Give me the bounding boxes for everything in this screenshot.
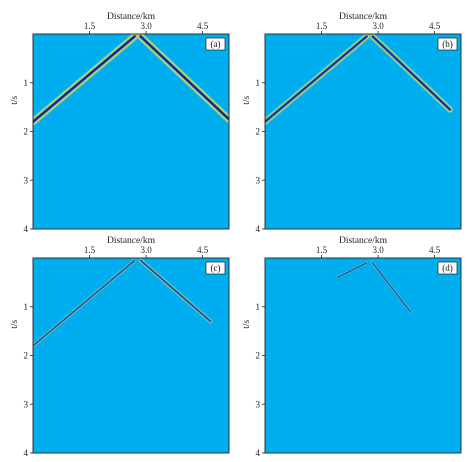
- plot-background: [33, 258, 229, 453]
- plot-frame: [264, 257, 462, 454]
- panel-tag-box: [205, 37, 226, 51]
- x-tick-label: 4.5: [197, 245, 209, 255]
- x-tick-label: 1.5: [316, 245, 328, 255]
- y-tick-label: 2: [24, 351, 29, 361]
- event-left: [265, 34, 371, 126]
- y-tick-label: 1: [256, 302, 261, 312]
- y-tick-label: 4: [24, 448, 29, 458]
- event-right: [136, 34, 229, 124]
- y-tick-label: 3: [256, 399, 261, 409]
- panel-tag-box: [437, 261, 458, 275]
- y-tick-label: 3: [256, 175, 261, 185]
- event-right: [369, 34, 454, 114]
- x-tick-label: 3.0: [372, 21, 384, 31]
- x-tick-label: 4.5: [197, 21, 209, 31]
- panel-tag-label: (b): [442, 39, 453, 49]
- y-tick-label: 2: [256, 127, 261, 137]
- plot-background: [33, 34, 229, 229]
- plot-frame: [32, 33, 230, 230]
- panel-c: 1.5 3.0 4.5 1 2 3 4 Distance/km t/s (c): [10, 236, 230, 458]
- x-axis-label: Distance/km: [339, 12, 388, 22]
- y-axis-label: t/s: [10, 320, 20, 329]
- x-tick-label: 4.5: [429, 21, 441, 31]
- panel-a: 1.5 3.0 4.5 1 2 3 4 Distance/km t/s (a): [10, 12, 230, 234]
- plot-frame: [32, 257, 230, 454]
- event-left: [33, 34, 139, 126]
- plot-background: [265, 258, 461, 453]
- panel-tag-label: (c): [211, 263, 221, 273]
- y-axis-label: t/s: [242, 96, 252, 105]
- x-tick-label: 3.0: [140, 245, 152, 255]
- panel-tag-box: [205, 261, 226, 275]
- y-axis-label: t/s: [10, 96, 20, 105]
- x-tick-label: 4.5: [429, 245, 441, 255]
- event-left: [33, 258, 137, 348]
- y-tick-label: 4: [256, 224, 261, 234]
- plot-background: [265, 34, 461, 229]
- panel-b: 1.5 3.0 4.5 1 2 3 4 Distance/km t/s (b): [242, 12, 462, 234]
- event-left: [335, 261, 369, 280]
- y-tick-label: 1: [24, 78, 29, 88]
- panel-tag-box: [437, 37, 458, 51]
- x-axis-label: Distance/km: [107, 236, 156, 246]
- x-tick-label: 1.5: [316, 21, 328, 31]
- event-right: [370, 261, 412, 314]
- x-tick-label: 1.5: [84, 21, 96, 31]
- y-tick-label: 3: [24, 399, 29, 409]
- x-tick-label: 1.5: [84, 245, 96, 255]
- panel-d: 1.5 3.0 4.5 1 2 3 4 Distance/km t/s (d): [242, 236, 462, 458]
- x-axis-label: Distance/km: [107, 12, 156, 22]
- y-tick-label: 1: [256, 78, 261, 88]
- x-axis-label: Distance/km: [339, 236, 388, 246]
- y-tick-label: 1: [24, 302, 29, 312]
- panel-tag-label: (a): [211, 39, 221, 49]
- x-tick-label: 3.0: [372, 245, 384, 255]
- event-right: [138, 258, 213, 324]
- y-tick-label: 3: [24, 175, 29, 185]
- y-tick-label: 2: [256, 351, 261, 361]
- x-tick-label: 3.0: [140, 21, 152, 31]
- y-tick-label: 4: [256, 448, 261, 458]
- panel-tag-label: (d): [442, 263, 453, 273]
- y-axis-label: t/s: [242, 320, 252, 329]
- y-tick-label: 2: [24, 127, 29, 137]
- y-tick-label: 4: [24, 224, 29, 234]
- plot-frame: [264, 33, 462, 230]
